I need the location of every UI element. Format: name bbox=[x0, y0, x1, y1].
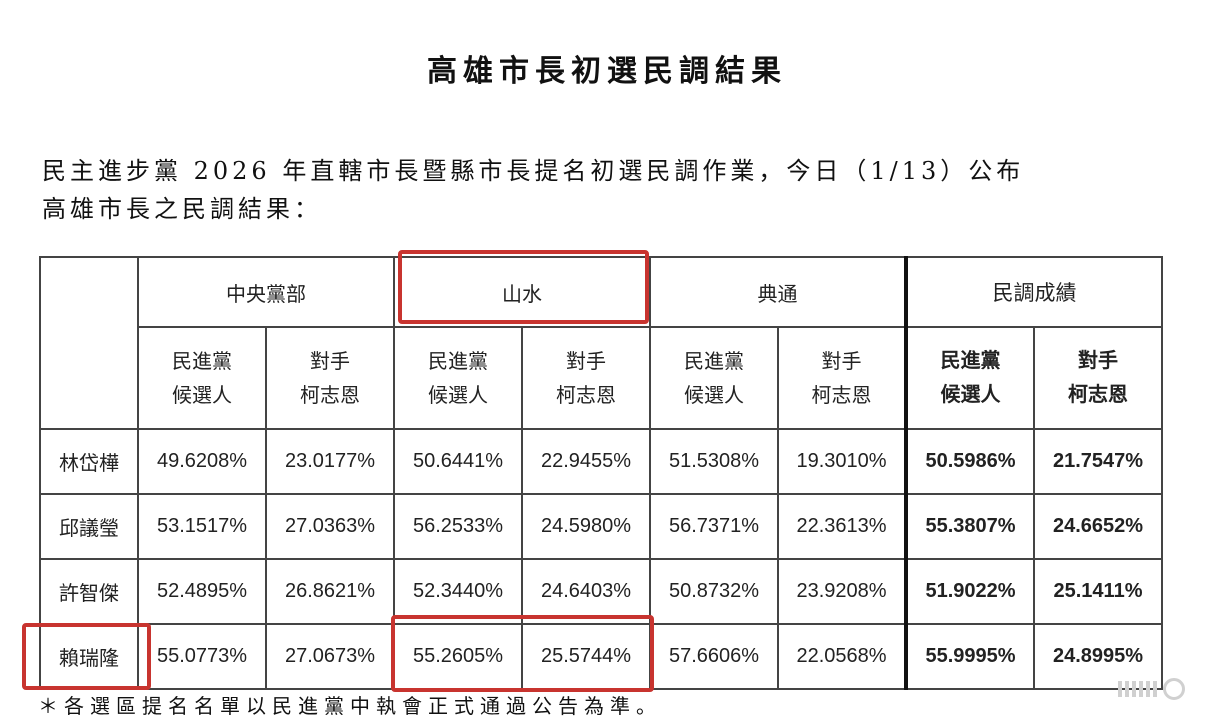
sub-header-row: 民進黨 候選人 對手 柯志恩 民進黨 候選人 對手 柯志恩 民進黨 候選人 對手 柯志恩 民… bbox=[40, 326, 1163, 430]
value-cell: 23.0177% bbox=[265, 428, 395, 495]
value-cell: 55.0773% bbox=[137, 623, 267, 690]
result-cell: 51.9022% bbox=[904, 558, 1035, 625]
result-cell: 21.7547% bbox=[1033, 428, 1163, 495]
highlight-box-shanshui-values bbox=[391, 615, 654, 692]
sub-header-opponent: 對手 柯志恩 bbox=[265, 326, 395, 430]
table-row: 許智傑 52.4895% 26.8621% 52.3440% 24.6403% … bbox=[39, 558, 1163, 625]
table-row: 賴瑞隆 55.0773% 27.0673% 55.2605% 25.5744% … bbox=[39, 623, 1163, 690]
circle-icon bbox=[1163, 678, 1185, 700]
value-cell: 55.2605% bbox=[393, 623, 523, 690]
intro-paragraph: 民主進步黨 2026 年直轄市長暨縣市長提名初選民調作業，今日（1/13）公布 … bbox=[42, 152, 1142, 228]
value-cell: 25.5744% bbox=[521, 623, 651, 690]
sub-header-opponent: 對手 柯志恩 bbox=[521, 326, 651, 430]
candidate-name: 賴瑞隆 bbox=[39, 623, 139, 690]
sub-header-candidate: 民進黨 候選人 bbox=[137, 326, 267, 430]
value-cell: 56.7371% bbox=[649, 493, 779, 560]
candidate-name: 林岱樺 bbox=[39, 428, 139, 495]
value-cell: 23.9208% bbox=[777, 558, 907, 625]
highlight-box-shanshui-header bbox=[398, 250, 649, 324]
sub-header-opponent-result: 對手 柯志恩 bbox=[1033, 326, 1163, 430]
group-header-central: 中央黨部 bbox=[137, 256, 395, 328]
value-cell: 22.3613% bbox=[777, 493, 907, 560]
intro-line-1: 民主進步黨 2026 年直轄市長暨縣市長提名初選民調作業，今日（1/13）公布 bbox=[42, 157, 1025, 185]
value-cell: 53.1517% bbox=[137, 493, 267, 560]
value-cell: 51.5308% bbox=[649, 428, 779, 495]
group-header-row: 中央黨部 山水 典通 民調成績 bbox=[39, 256, 1163, 430]
candidate-name: 邱議瑩 bbox=[39, 493, 139, 560]
value-cell: 52.4895% bbox=[137, 558, 267, 625]
group-header-shanshui: 山水 bbox=[393, 256, 651, 328]
result-cell: 55.3807% bbox=[904, 493, 1035, 560]
watermark bbox=[1118, 676, 1198, 702]
intro-line-2: 高雄市長之民調結果： bbox=[42, 195, 322, 223]
value-cell: 22.9455% bbox=[521, 428, 651, 495]
table-row: 邱議瑩 53.1517% 27.0363% 56.2533% 24.5980% … bbox=[39, 493, 1163, 560]
sub-header-candidate-result: 民進黨 候選人 bbox=[904, 326, 1035, 430]
candidate-name: 許智傑 bbox=[39, 558, 139, 625]
result-cell: 55.9995% bbox=[904, 623, 1035, 690]
value-cell: 57.6606% bbox=[649, 623, 779, 690]
sub-header-candidate: 民進黨 候選人 bbox=[649, 326, 779, 430]
result-cell: 50.5986% bbox=[904, 428, 1035, 495]
value-cell: 52.3440% bbox=[393, 558, 523, 625]
group-header-diantong: 典通 bbox=[649, 256, 907, 328]
value-cell: 19.3010% bbox=[777, 428, 907, 495]
sub-header-opponent: 對手 柯志恩 bbox=[777, 326, 907, 430]
value-cell: 27.0363% bbox=[265, 493, 395, 560]
value-cell: 49.6208% bbox=[137, 428, 267, 495]
sub-header-candidate: 民進黨 候選人 bbox=[393, 326, 523, 430]
value-cell: 27.0673% bbox=[265, 623, 395, 690]
value-cell: 50.8732% bbox=[649, 558, 779, 625]
result-cell: 24.8995% bbox=[1033, 623, 1163, 690]
value-cell: 50.6441% bbox=[393, 428, 523, 495]
value-cell: 56.2533% bbox=[393, 493, 523, 560]
result-cell: 25.1411% bbox=[1033, 558, 1163, 625]
value-cell: 24.5980% bbox=[521, 493, 651, 560]
value-cell: 26.8621% bbox=[265, 558, 395, 625]
footnote: ＊各選區提名名單以民進黨中執會正式通過公告為準。 bbox=[38, 694, 662, 718]
group-header-result: 民調成績 bbox=[904, 256, 1163, 328]
result-cell: 24.6652% bbox=[1033, 493, 1163, 560]
highlight-box-candidate-name bbox=[22, 623, 151, 690]
poll-results-table: 中央黨部 山水 典通 民調成績 民進黨 候選人 對手 柯志恩 民進黨 候選人 對手 柯志… bbox=[39, 256, 1163, 690]
page-title: 高雄市長初選民調結果 bbox=[427, 54, 787, 89]
value-cell: 24.6403% bbox=[521, 558, 651, 625]
value-cell: 22.0568% bbox=[777, 623, 907, 690]
table-row: 林岱樺 49.6208% 23.0177% 50.6441% 22.9455% … bbox=[39, 428, 1163, 495]
corner-cell bbox=[39, 256, 139, 430]
